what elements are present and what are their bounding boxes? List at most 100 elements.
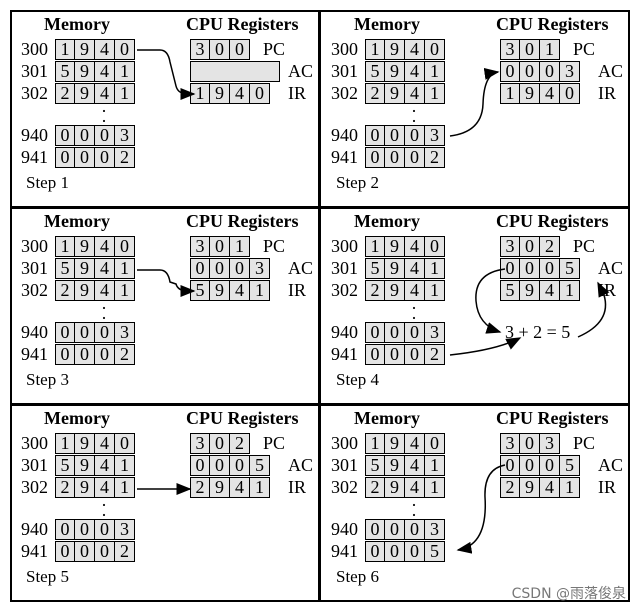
register-digit: 0 <box>540 258 560 279</box>
memory-address: 301 <box>21 61 48 81</box>
register-digit: 4 <box>230 477 250 498</box>
memory-digit: 1 <box>425 83 445 104</box>
memory-digit: 0 <box>405 541 425 562</box>
memory-address: 940 <box>331 519 358 539</box>
memory-digit: 0 <box>425 236 445 257</box>
memory-digit: 1 <box>115 455 135 476</box>
register-digit: 1 <box>560 477 580 498</box>
register-digit: 4 <box>230 280 250 301</box>
memory-address: 300 <box>331 39 358 59</box>
register-label-ac: AC <box>598 258 624 278</box>
register-digit: 1 <box>230 236 250 257</box>
register-digit: 3 <box>540 433 560 454</box>
memory-digit: 1 <box>365 236 385 257</box>
memory-address: 941 <box>21 541 48 561</box>
register-digit: 0 <box>520 39 540 60</box>
register-digit: 0 <box>250 83 270 104</box>
register-label-ir: IR <box>288 477 306 497</box>
memory-digit: 0 <box>75 147 95 168</box>
memory-ellipsis: · · <box>101 495 107 525</box>
memory-digit: 4 <box>95 455 115 476</box>
register-digit: 5 <box>500 280 520 301</box>
memory-digit: 1 <box>115 477 135 498</box>
memory-digit: 4 <box>405 258 425 279</box>
register-digit: 0 <box>210 39 230 60</box>
memory-digit: 3 <box>115 322 135 343</box>
memory-digit: 0 <box>75 344 95 365</box>
memory-digit: 4 <box>405 455 425 476</box>
memory-address: 300 <box>331 236 358 256</box>
sum-annotation: 3 + 2 = 5 <box>505 322 571 342</box>
memory-digit: 2 <box>425 344 445 365</box>
memory-digit: 0 <box>405 125 425 146</box>
register-digit: 0 <box>190 258 210 279</box>
memory-digit: 9 <box>385 477 405 498</box>
arrow-ac-to-sum <box>475 268 506 334</box>
register-digit: 3 <box>500 39 520 60</box>
step-label: Step 4 <box>336 370 379 389</box>
memory-digit: 0 <box>115 433 135 454</box>
memory-digit: 9 <box>75 455 95 476</box>
register-digit: 9 <box>520 280 540 301</box>
memory-digit: 1 <box>425 258 445 279</box>
memory-ellipsis: · · <box>101 101 107 131</box>
register-label-pc: PC <box>573 236 596 256</box>
memory-digit: 5 <box>425 541 445 562</box>
memory-address: 940 <box>331 322 358 342</box>
memory-digit: 0 <box>75 519 95 540</box>
register-label-ac: AC <box>288 61 314 81</box>
memory-address: 302 <box>331 280 358 300</box>
memory-digit: 4 <box>95 258 115 279</box>
memory-digit: 9 <box>385 61 405 82</box>
step-label: Step 2 <box>336 173 379 192</box>
memory-digit: 0 <box>365 322 385 343</box>
memory-digit: 4 <box>405 39 425 60</box>
register-digit: 4 <box>540 477 560 498</box>
memory-digit: 0 <box>405 322 425 343</box>
arrow-sum-to-ac <box>577 281 610 338</box>
register-label-ir: IR <box>288 83 306 103</box>
memory-digit: 9 <box>75 39 95 60</box>
register-label-ac: AC <box>598 61 624 81</box>
memory-digit: 0 <box>405 344 425 365</box>
memory-digit: 1 <box>55 433 75 454</box>
memory-digit: 9 <box>385 39 405 60</box>
memory-digit: 3 <box>425 322 445 343</box>
register-digit: 3 <box>190 433 210 454</box>
memory-digit: 9 <box>75 236 95 257</box>
register-digit: 0 <box>540 455 560 476</box>
register-digit: 3 <box>250 258 270 279</box>
memory-digit: 0 <box>95 519 115 540</box>
memory-digit: 4 <box>95 39 115 60</box>
memory-digit: 0 <box>75 125 95 146</box>
memory-digit: 0 <box>365 344 385 365</box>
cpu-registers-heading: CPU Registers <box>496 14 609 34</box>
register-digit: 0 <box>210 258 230 279</box>
memory-digit: 1 <box>425 280 445 301</box>
arrow-mem-to-sum <box>449 337 522 356</box>
memory-heading: Memory <box>44 408 110 428</box>
memory-address: 940 <box>21 322 48 342</box>
register-empty <box>190 61 280 82</box>
memory-ellipsis: · · <box>411 495 417 525</box>
memory-digit: 1 <box>365 39 385 60</box>
memory-address: 940 <box>331 125 358 145</box>
memory-digit: 0 <box>115 236 135 257</box>
